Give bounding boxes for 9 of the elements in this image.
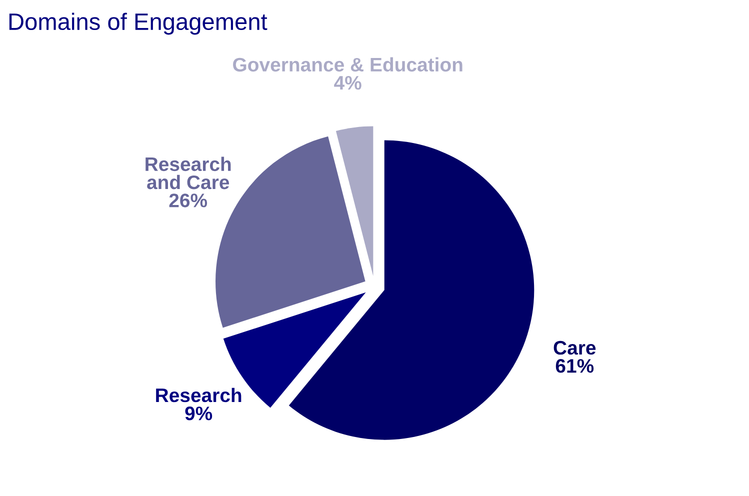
slice-label: Research and Care [146,156,231,190]
chart-title: Domains of Engagement [9,12,268,35]
slice-label: Research [156,388,242,402]
data-label: 61% [556,359,594,373]
slice-label: Governance & Education [233,57,462,72]
data-label: 9% [185,406,212,420]
slice-label: Care [554,340,596,355]
data-label: 26% [169,194,208,208]
data-label: 4% [334,76,362,90]
